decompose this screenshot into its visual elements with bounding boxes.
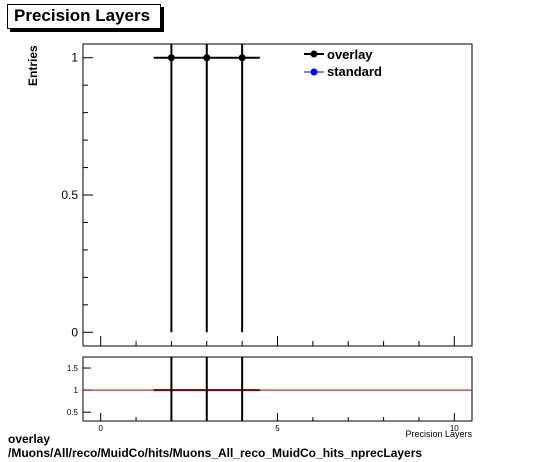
main-plot-frame (82, 43, 473, 347)
main-axes: 00.51 (61, 51, 455, 346)
main-series (153, 44, 260, 333)
footer-line-1: overlay (8, 432, 51, 446)
data-point (238, 54, 246, 62)
y-tick-label: 0.5 (61, 188, 78, 202)
ratio-axes: 0.5 1 1.5 0 5 10 (67, 364, 459, 433)
legend-standard-label: standard (327, 64, 382, 79)
title-box: Precision Layers (7, 4, 161, 29)
ratio-x-tick-label: 10 (450, 424, 459, 433)
legend-overlay-label: overlay (327, 47, 373, 62)
data-point (203, 54, 211, 62)
x-axis-label: Precision Layers (405, 429, 472, 439)
y-tick-label: 0 (71, 325, 78, 339)
y-axis-label: Entries (26, 45, 40, 86)
ratio-x-tick-label: 5 (275, 424, 280, 433)
ratio-y-tick-label: 1 (74, 386, 79, 395)
ratio-x-tick-label: 0 (98, 424, 103, 433)
ratio-y-tick-label: 0.5 (67, 408, 79, 417)
legend-standard-marker (310, 68, 318, 76)
ratio-plot-frame (82, 356, 473, 422)
ratio-series (83, 357, 472, 421)
legend: overlay standard (304, 47, 382, 79)
page-title: Precision Layers (14, 6, 151, 25)
ratio-y-tick-label: 1.5 (67, 364, 79, 373)
data-point (167, 54, 175, 62)
y-tick-label: 1 (71, 51, 78, 65)
legend-overlay-marker (310, 50, 318, 58)
footer-line-2: /Muons/All/reco/MuidCo/hits/Muons_All_re… (8, 446, 423, 460)
